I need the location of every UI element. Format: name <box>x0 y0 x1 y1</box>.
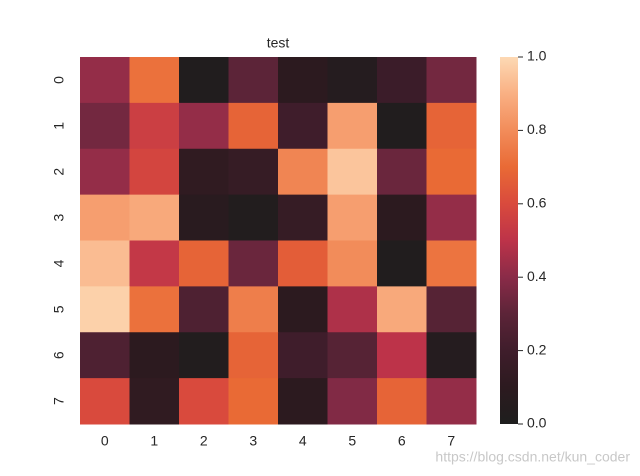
heatmap-cell <box>179 148 229 196</box>
heatmap-cell <box>179 286 229 333</box>
heatmap-cell <box>278 194 328 241</box>
y-tick-label: 6 <box>51 351 67 359</box>
heatmap-cell <box>278 286 328 333</box>
heatmap-cell <box>377 240 427 287</box>
y-tick-label: 3 <box>51 213 67 221</box>
y-tick-label: 5 <box>51 305 67 313</box>
heatmap-cell <box>426 194 477 241</box>
heatmap-cell <box>327 102 378 150</box>
heatmap-cell <box>377 194 427 241</box>
heatmap-cell <box>327 57 378 104</box>
heatmap-cell <box>228 332 279 379</box>
x-tick-label: 6 <box>398 433 406 449</box>
heatmap-cell <box>377 332 427 379</box>
heatmap-cell <box>278 102 328 150</box>
heatmap-cell <box>278 148 328 196</box>
heatmap-cell <box>278 332 328 379</box>
heatmap-cell <box>426 332 477 379</box>
heatmap-cell <box>377 102 427 150</box>
x-tick-label: 1 <box>150 433 158 449</box>
y-tick-label: 7 <box>51 397 67 405</box>
colorbar-tick-label: 1.0 <box>527 48 547 64</box>
x-tick-label: 3 <box>249 433 257 449</box>
heatmap-cell <box>179 194 229 241</box>
heatmap-cell <box>179 332 229 379</box>
heatmap-cell <box>80 148 130 196</box>
heatmap-cell <box>377 57 427 104</box>
heatmap-cell <box>327 286 378 333</box>
colorbar <box>500 57 518 424</box>
heatmap-cell <box>80 194 130 241</box>
heatmap-cell <box>80 332 130 379</box>
heatmap-cell <box>377 378 427 425</box>
heatmap-cell <box>327 378 378 425</box>
y-tick-label: 0 <box>51 76 67 84</box>
colorbar-tick-label: 0.2 <box>527 341 547 357</box>
heatmap-cell <box>327 194 378 241</box>
heatmap-cell <box>129 332 180 379</box>
heatmap-cell <box>426 240 477 287</box>
heatmap-cell <box>129 378 180 425</box>
x-tick-label: 5 <box>348 433 356 449</box>
heatmap-cell <box>228 286 279 333</box>
heatmap-cell <box>179 378 229 425</box>
colorbar-tick-label: 0.6 <box>527 195 547 211</box>
y-tick-label: 1 <box>51 122 67 130</box>
heatmap-cell <box>129 286 180 333</box>
x-tick-label: 0 <box>101 433 109 449</box>
heatmap-cell <box>228 194 279 241</box>
heatmap-cell <box>129 148 180 196</box>
heatmap-cell <box>228 102 279 150</box>
heatmap-cell <box>426 57 477 104</box>
heatmap-cell <box>179 102 229 150</box>
heatmap-cell <box>278 57 328 104</box>
watermark: https://blog.csdn.net/kun_coder <box>435 449 630 465</box>
heatmap-cell <box>228 378 279 425</box>
heatmap-cell <box>377 148 427 196</box>
y-tick-label: 2 <box>51 168 67 176</box>
colorbar-tick-label: 0.0 <box>527 415 547 431</box>
heatmap-cell <box>426 286 477 333</box>
heatmap-cell <box>179 240 229 287</box>
heatmap-cell <box>129 102 180 150</box>
x-tick-label: 4 <box>299 433 307 449</box>
heatmap-cell <box>129 240 180 287</box>
heatmap-cell <box>80 378 130 425</box>
heatmap-cell <box>327 240 378 287</box>
heatmap-cell <box>179 57 229 104</box>
heatmap-cell <box>80 240 130 287</box>
heatmap-cell <box>228 57 279 104</box>
heatmap-cell <box>129 57 180 104</box>
heatmap-cell <box>426 102 477 150</box>
heatmap-cell <box>228 148 279 196</box>
heatmap-cell <box>80 286 130 333</box>
heatmap-cell <box>129 194 180 241</box>
heatmap-cell <box>228 240 279 287</box>
colorbar-tick-label: 0.8 <box>527 121 547 137</box>
heatmap-cell <box>426 378 477 425</box>
heatmap-cell <box>80 102 130 150</box>
heatmap-cell <box>278 240 328 287</box>
heatmap-cell <box>426 148 477 196</box>
heatmap-cell <box>80 57 130 104</box>
heatmap-cell <box>377 286 427 333</box>
heatmap-cell <box>278 378 328 425</box>
chart-title: test <box>267 35 290 51</box>
x-tick-label: 2 <box>200 433 208 449</box>
x-tick-label: 7 <box>447 433 455 449</box>
colorbar-tick-label: 0.4 <box>527 268 547 284</box>
heatmap-cell <box>327 148 378 196</box>
y-tick-label: 4 <box>51 259 67 267</box>
heatmap-cell <box>327 332 378 379</box>
